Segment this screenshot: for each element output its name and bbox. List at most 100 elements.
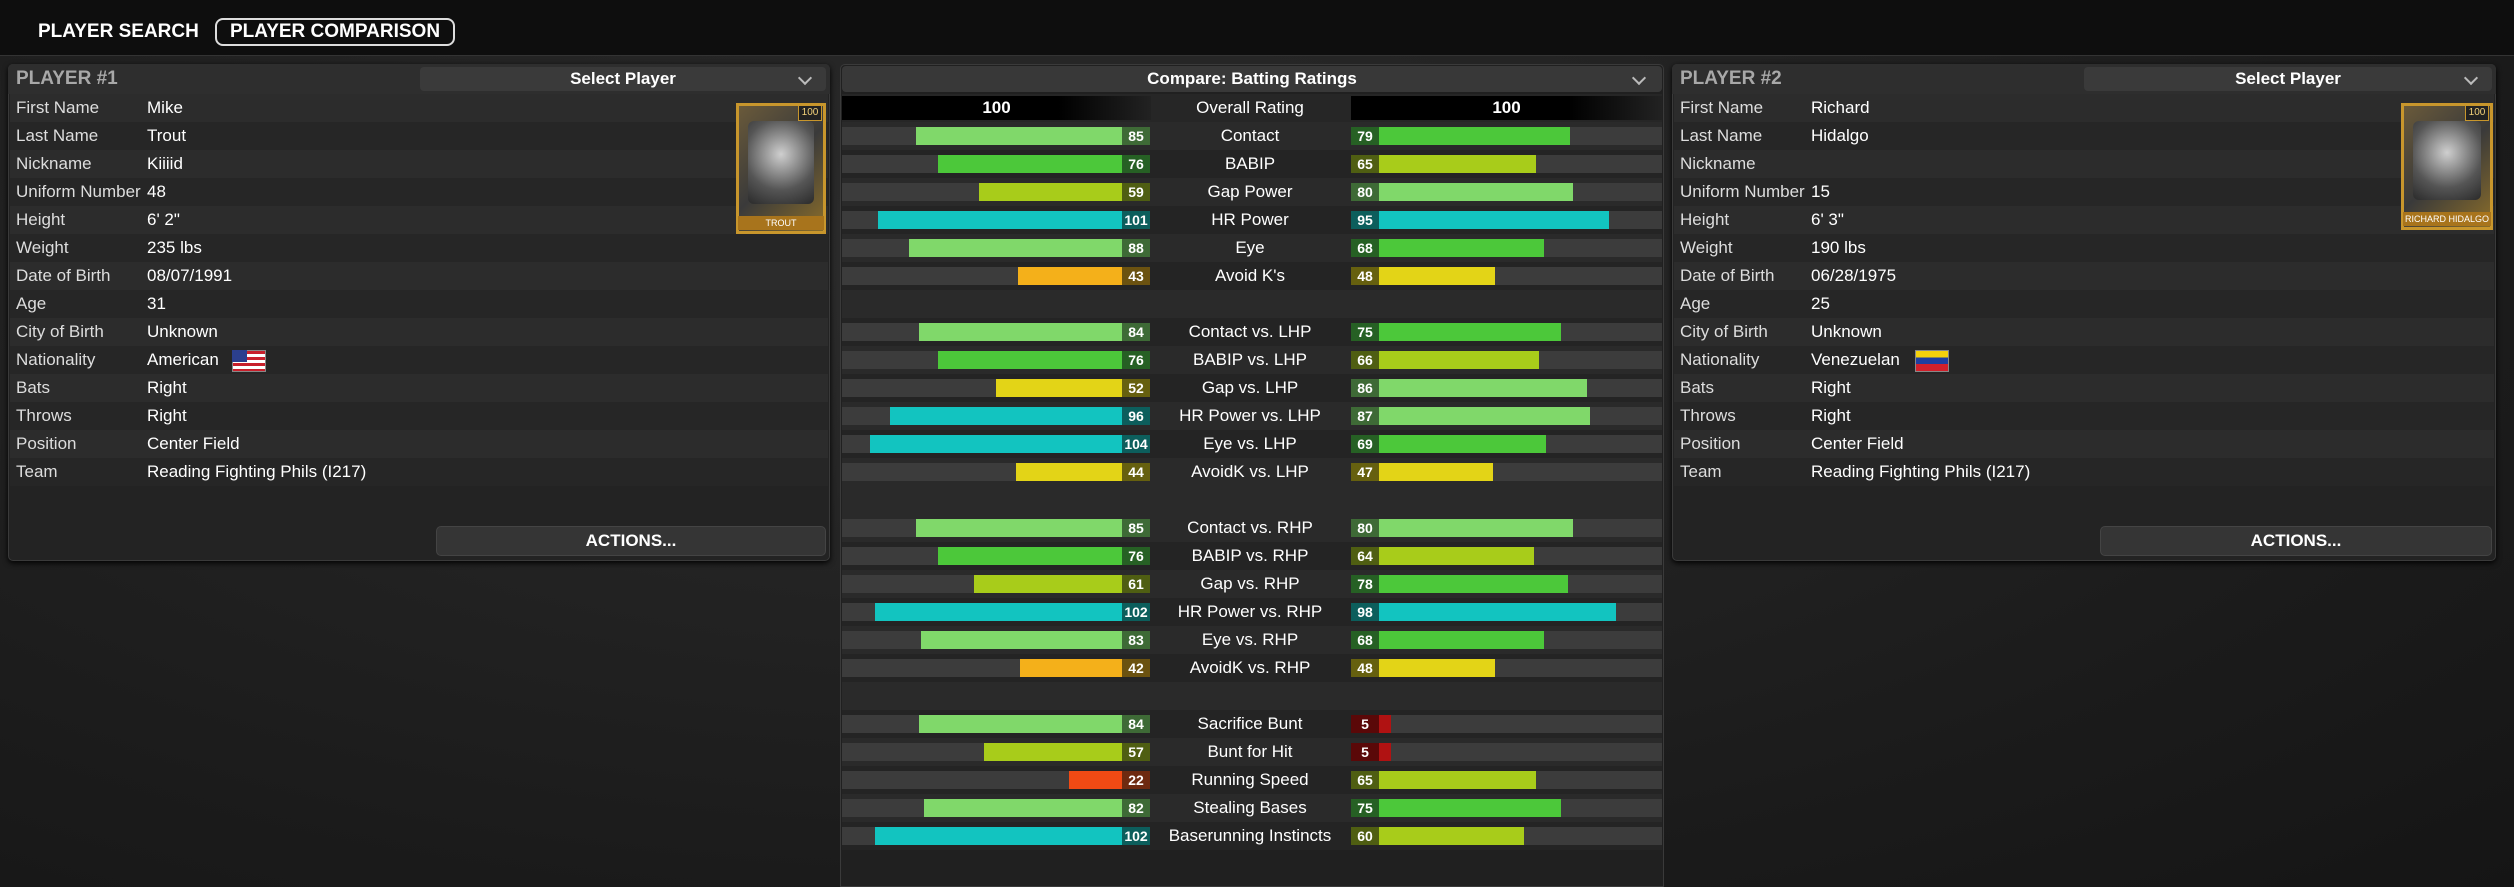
field-row [1674, 430, 2494, 458]
field-label: Throws [1680, 406, 1736, 425]
rating-label: HR Power vs. LHP [1179, 406, 1321, 425]
field-label: Throws [16, 406, 72, 425]
field-row [10, 318, 828, 346]
bar-track [842, 771, 1122, 789]
field-label: Last Name [16, 126, 99, 145]
value-label: 104 [1122, 435, 1150, 453]
bar [1015, 463, 1122, 481]
field-label: Nationality [16, 350, 96, 369]
flag [1915, 350, 1949, 372]
field-label: Uniform Number [16, 182, 141, 201]
field-value: Right [1811, 406, 1851, 425]
value-label: 101 [1122, 211, 1150, 229]
rating-label: BABIP vs. LHP [1192, 350, 1307, 369]
field-value: Center Field [1811, 434, 1904, 453]
spacer-row [842, 682, 1662, 710]
value-label: 88 [1122, 239, 1150, 257]
field-row [1674, 374, 2494, 402]
rating-label: Stealing Bases [1193, 798, 1307, 817]
overall-p2: 100 [1351, 96, 1662, 120]
field-row [10, 122, 828, 150]
field-row [1674, 346, 2494, 374]
field-row [10, 346, 828, 374]
field-row [1674, 94, 2494, 122]
select-player[interactable]: Select Player [2084, 67, 2492, 91]
bar [996, 379, 1122, 397]
field-value: Right [147, 378, 187, 397]
bar [909, 239, 1122, 257]
field-value: Trout [147, 126, 187, 145]
card-name: TROUT [738, 216, 824, 230]
bar [1379, 827, 1525, 845]
bar [1379, 799, 1561, 817]
value-label: 52 [1122, 379, 1150, 397]
field-label: First Name [1680, 98, 1764, 117]
value-label: 83 [1122, 631, 1150, 649]
bar [1068, 771, 1122, 789]
rating-label: Eye vs. LHP [1203, 434, 1297, 453]
field-value: Unknown [147, 322, 218, 341]
bar [1379, 407, 1590, 425]
field-row [10, 262, 828, 290]
value-label: 60 [1351, 827, 1379, 845]
field-label: Nickname [16, 154, 92, 173]
value-label: 68 [1351, 239, 1379, 257]
bar [938, 547, 1122, 565]
actions-button[interactable]: ACTIONS... [436, 526, 826, 556]
value-label: 84 [1122, 323, 1150, 341]
compare-select[interactable]: Compare: Batting Ratings [842, 66, 1662, 92]
field-row [1674, 290, 2494, 318]
rating-label: AvoidK vs. RHP [1189, 658, 1311, 677]
field-value: Richard [1811, 98, 1870, 117]
value-label: 80 [1351, 183, 1379, 201]
bar [918, 715, 1122, 733]
value-label: 84 [1122, 715, 1150, 733]
value-label: 75 [1351, 799, 1379, 817]
bar [938, 155, 1122, 173]
field-value: 15 [1811, 182, 1830, 201]
bar [1379, 379, 1588, 397]
value-label: 68 [1351, 631, 1379, 649]
field-label: Nationality [1680, 350, 1760, 369]
value-label: 98 [1351, 603, 1379, 621]
field-row [1674, 234, 2494, 262]
field-label: Weight [16, 238, 69, 257]
field-value: 190 lbs [1811, 238, 1866, 257]
field-row [1674, 402, 2494, 430]
panel-title: PLAYER #2 [1680, 68, 1782, 89]
field-value: Kiiiid [147, 154, 183, 173]
rating-label: AvoidK vs. LHP [1191, 462, 1309, 481]
tab-active[interactable]: PLAYER COMPARISON [215, 18, 455, 46]
value-label: 57 [1122, 743, 1150, 761]
field-value: Mike [147, 98, 183, 117]
bar [1379, 519, 1573, 537]
rating-label: Contact vs. RHP [1187, 518, 1313, 537]
value-label: 76 [1122, 155, 1150, 173]
field-label: Nickname [1680, 154, 1756, 173]
card-badge: 100 [2465, 105, 2489, 121]
value-label: 87 [1351, 407, 1379, 425]
field-value: 6' 3" [1811, 210, 1844, 229]
field-row [1674, 206, 2494, 234]
rating-label: Eye vs. RHP [1201, 630, 1299, 649]
bar-track [1379, 715, 1662, 733]
select-player[interactable]: Select Player [420, 67, 826, 91]
tab[interactable]: PLAYER SEARCH [38, 21, 199, 42]
field-value: American [147, 350, 219, 369]
bar [1379, 155, 1537, 173]
actions-button[interactable]: ACTIONS... [2100, 526, 2492, 556]
field-value: 25 [1811, 294, 1830, 313]
bar [889, 407, 1122, 425]
spacer-row [842, 290, 1662, 318]
value-label: 85 [1122, 519, 1150, 537]
value-label: 59 [1122, 183, 1150, 201]
field-value: 08/07/1991 [147, 266, 233, 285]
field-row [1674, 458, 2494, 486]
bar [916, 519, 1122, 537]
rating-label: Gap Power [1207, 182, 1293, 201]
field-value: Right [147, 406, 187, 425]
value-label: 96 [1122, 407, 1150, 425]
rating-label: Running Speed [1191, 770, 1309, 789]
bar [1379, 463, 1493, 481]
value-label: 102 [1122, 603, 1150, 621]
